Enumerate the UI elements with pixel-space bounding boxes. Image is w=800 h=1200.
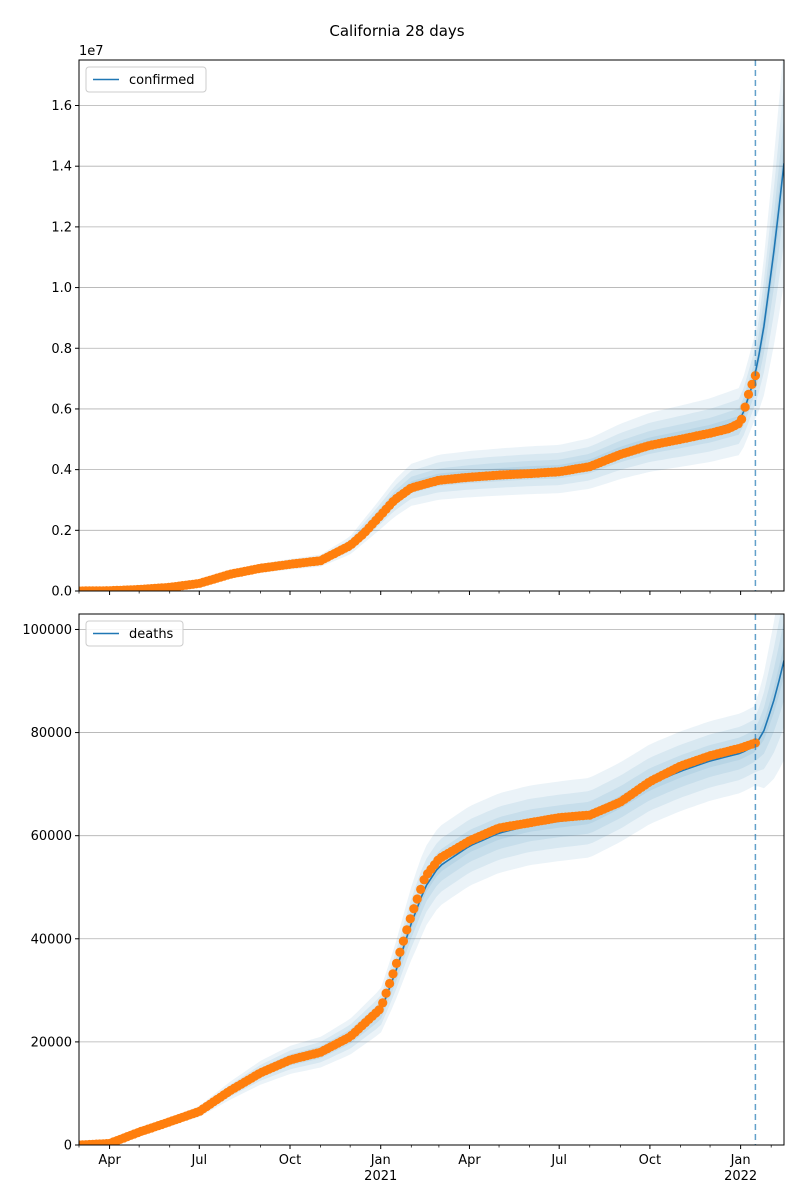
x-tick-label-line: Oct: [639, 1153, 661, 1168]
model-line-confirmed: [79, 163, 784, 591]
uncertainty-band: [79, 620, 784, 1145]
legend: confirmed: [85, 66, 207, 93]
observed-point: [750, 738, 761, 748]
observed-point: [416, 884, 426, 895]
y-tick-label: 100000: [22, 623, 72, 638]
y-tick-label: 0.6: [51, 402, 72, 417]
legend: deaths: [85, 620, 184, 647]
uncertainty-band: [79, 614, 784, 1145]
y-tick-label: 1.0: [51, 281, 72, 296]
legend-label: confirmed: [129, 73, 195, 88]
observed-point: [385, 978, 395, 989]
y-tick-label: 0.4: [51, 463, 72, 478]
x-tick-label-line: 2021: [364, 1169, 397, 1184]
x-tick-label: Oct: [639, 1153, 661, 1168]
observed-point: [388, 969, 398, 979]
confirmed-panel: 0.0 0.2 0.4 0.6 0.8 1.0 1.2 1.4 1.6 1e7 confirmed: [51, 44, 785, 600]
observed-point: [405, 914, 415, 924]
observed-point: [743, 389, 754, 399]
axes-frame: [78, 613, 785, 1146]
y-tick-label: 20000: [31, 1035, 72, 1050]
x-tick-label: Jul: [190, 1153, 207, 1168]
x-tick-label-line: 2022: [724, 1169, 757, 1184]
y-tick-label: 1.4: [51, 160, 72, 175]
x-tick-label: Apr: [458, 1153, 481, 1168]
x-tick-label-line: Jul: [550, 1153, 567, 1168]
y-tick-label: 0.0: [51, 585, 72, 600]
y-tick-label: 0: [64, 1139, 72, 1154]
observed-point: [409, 904, 419, 914]
plot-area: [79, 60, 784, 591]
observed-point: [740, 402, 750, 412]
axes-frame: [78, 59, 785, 592]
observed-point: [391, 958, 402, 969]
x-tick-label: Apr: [98, 1153, 121, 1168]
observed-point: [412, 894, 422, 904]
y-offset-label: 1e7: [79, 44, 104, 59]
uncertainty-band: [79, 116, 784, 591]
y-tick-label: 80000: [31, 726, 72, 741]
observed-point: [747, 379, 757, 389]
x-tick-label: Jan 2022: [724, 1153, 757, 1184]
observed-point: [737, 414, 747, 424]
uncertainty-band: [79, 614, 784, 1145]
y-tick-label: 0.8: [51, 342, 72, 357]
y-tick-label: 0.2: [51, 524, 72, 539]
x-tick-label: Jan 2021: [364, 1153, 397, 1184]
y-tick-label: 1.2: [51, 220, 72, 235]
x-tick-label-line: Jul: [190, 1153, 207, 1168]
uncertainty-band: [79, 143, 784, 591]
legend-box: [85, 620, 184, 647]
observed-point: [381, 988, 391, 998]
y-tick-label: 40000: [31, 932, 72, 947]
legend-box: [85, 66, 207, 93]
y-tick-label: 60000: [31, 829, 72, 844]
x-tick-label-line: Jan: [370, 1153, 391, 1168]
observed-point: [398, 936, 408, 946]
x-tick-label-line: Apr: [98, 1153, 121, 1168]
uncertainty-band: [79, 60, 784, 591]
x-tick-label: Oct: [279, 1153, 301, 1168]
y-tick-label: 1.6: [51, 99, 72, 114]
x-tick-label-line: Jan: [730, 1153, 751, 1168]
legend-label: deaths: [129, 627, 174, 642]
x-tick-label: Jul: [550, 1153, 567, 1168]
observed-point: [395, 947, 405, 957]
observed-point: [374, 1005, 384, 1015]
figure-title: California 28 days: [329, 22, 464, 40]
x-tick-label-line: Oct: [279, 1153, 301, 1168]
observed-point: [402, 925, 412, 935]
observed-point: [378, 998, 388, 1008]
x-tick-label-line: Apr: [458, 1153, 481, 1168]
uncertainty-band: [79, 83, 784, 591]
plot-area: [79, 614, 784, 1145]
